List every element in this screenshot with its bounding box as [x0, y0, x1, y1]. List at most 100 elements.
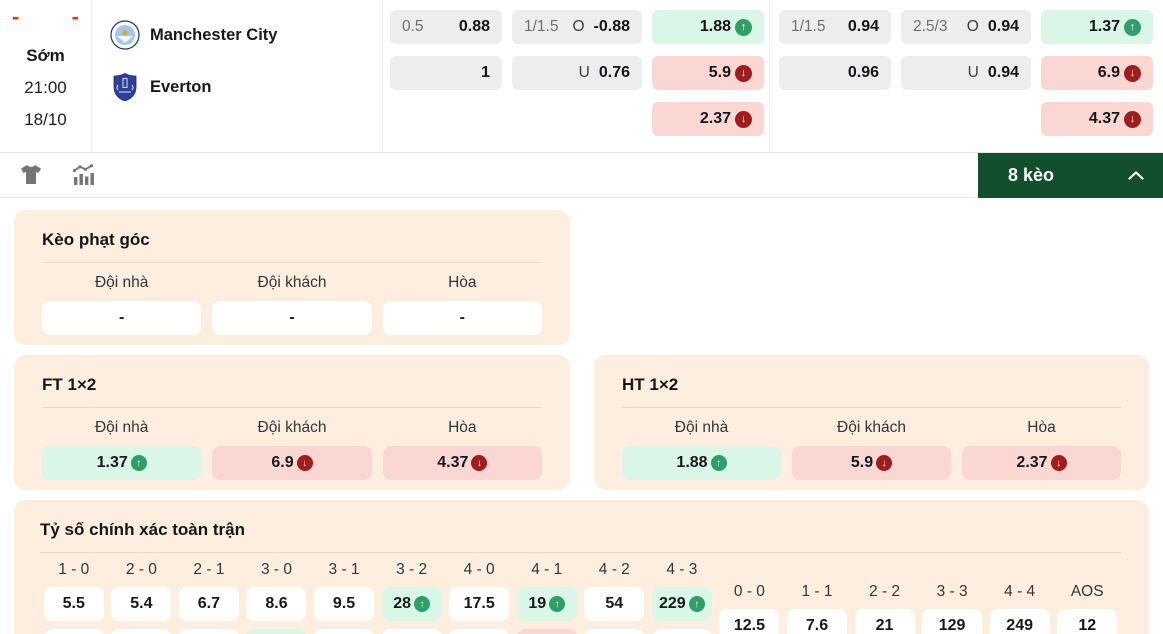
score-odds-cell-partial[interactable]	[111, 629, 172, 634]
score-odds-cell-partial[interactable]	[516, 629, 577, 634]
ft-draw-odds-cell[interactable]: 4.37 ↓	[382, 446, 542, 480]
arrow-up-icon: ↑	[735, 18, 752, 36]
ou-over-odds-cell[interactable]: 1/1.5 O -0.88	[512, 10, 642, 44]
score-odds-cell[interactable]: 229 ↑	[651, 587, 712, 621]
score-odds-cell[interactable]: 5.5	[43, 587, 104, 621]
odds-count-toggle-button[interactable]: 8 kèo	[978, 152, 1163, 198]
hdp-home-odds-cell[interactable]: 0.5 0.88	[390, 10, 502, 44]
handicap-line: 1/1.5	[791, 18, 826, 35]
draw-score-column: AOS 12	[1053, 581, 1121, 634]
ft-away-odds-cell[interactable]: 6.9 ↓	[212, 446, 372, 480]
corner-draw-odds-cell[interactable]: -	[382, 301, 542, 335]
ou-under-odds-cell[interactable]: U 0.94	[901, 56, 1031, 90]
score-odds-cell[interactable]: 5.4	[111, 587, 172, 621]
corner-home-odds-cell[interactable]: -	[42, 301, 202, 335]
hdp-away-odds-cell[interactable]: 1	[390, 56, 502, 90]
ht-draw-odds-cell[interactable]: 2.37 ↓	[962, 446, 1121, 480]
odds-value: 6.7	[197, 595, 221, 612]
score-odds-cell[interactable]: 21	[854, 609, 915, 634]
score-odds-cell-partial[interactable]	[449, 629, 510, 634]
score-odds-cell-partial[interactable]	[381, 629, 442, 634]
odds-value: 5.5	[62, 595, 85, 612]
ft-home-odds-cell[interactable]: 1.37 ↑	[42, 446, 202, 480]
correct-score-grid: 1 - 0 5.5 2 - 0 5.4 2 - 1 6.7 3 - 0 8.6 …	[40, 559, 1121, 634]
score-odds-cell[interactable]: 129	[922, 609, 983, 634]
odds-value: 0.76	[598, 64, 630, 81]
x12-home-odds-cell[interactable]: 1.88 ↑	[652, 10, 764, 44]
x12-draw-odds-cell[interactable]: 2.37 ↓	[652, 102, 764, 136]
under-label: U	[578, 64, 590, 81]
teams-column[interactable]: Manchester City Everton	[92, 0, 383, 152]
score-label: 2 - 2	[869, 583, 901, 600]
hdp-away-odds-cell[interactable]: 0.96	[779, 56, 891, 90]
divider	[40, 552, 1121, 553]
arrow-down-icon: ↓	[471, 455, 488, 471]
odds-stats-button[interactable]	[66, 158, 100, 192]
ht-away-odds-cell[interactable]: 5.9 ↓	[792, 446, 951, 480]
score-label: 2 - 0	[125, 561, 157, 578]
score-odds-cell[interactable]: 7.6	[786, 609, 847, 634]
score-column: 4 - 1 19 ↑	[513, 559, 581, 634]
score-odds-cell-partial[interactable]	[178, 629, 239, 634]
kickoff-date: 18/10	[24, 110, 67, 129]
ht-1x2-panel: HT 1×2 Đội nhà 1.88 ↑ Đội khách 5.9 ↓	[594, 355, 1149, 490]
score-odds-cell[interactable]: 6.7	[178, 587, 239, 621]
panel-title: HT 1×2	[622, 375, 679, 394]
score-odds-cell[interactable]: 17.5	[449, 587, 510, 621]
x12-away-odds-cell[interactable]: 6.9 ↓	[1041, 56, 1153, 90]
score-odds-cell[interactable]: 249	[989, 609, 1050, 634]
ou-under-odds-cell[interactable]: U 0.76	[512, 56, 642, 90]
everton-crest-icon	[113, 73, 137, 102]
score-odds-cell-partial[interactable]	[651, 629, 712, 634]
x12-home-odds-cell[interactable]: 1.37 ↑	[1041, 10, 1153, 44]
score-odds-cell[interactable]: 12	[1057, 609, 1118, 634]
hdp-home-odds-cell[interactable]: 1/1.5 0.94	[779, 10, 891, 44]
score-odds-cell[interactable]: 54	[584, 587, 645, 621]
odds-value: 0.94	[847, 18, 879, 35]
score-label: 3 - 3	[936, 583, 968, 600]
draw-column-label: Hòa	[448, 419, 477, 436]
draw-column-label: Hòa	[448, 274, 477, 291]
score-odds-cell[interactable]: 8.6	[246, 587, 307, 621]
score-odds-cell-partial[interactable]	[246, 629, 307, 634]
score-label: AOS	[1070, 583, 1104, 600]
score-label: 2 - 1	[193, 561, 225, 578]
divider	[42, 262, 542, 263]
ht-home-odds-cell[interactable]: 1.88 ↑	[622, 446, 781, 480]
arrow-down-icon: ↓	[1124, 110, 1141, 128]
over-label: O	[572, 18, 585, 35]
odds-value: 0.96	[847, 64, 879, 81]
odds-value: 2.37	[1016, 454, 1048, 471]
score-odds-cell[interactable]: 12.5	[719, 609, 780, 634]
ou-over-odds-cell[interactable]: 2.5/3 O 0.94	[901, 10, 1031, 44]
arrow-up-icon: ↑	[413, 596, 430, 612]
score-odds-cell[interactable]: 9.5	[314, 587, 375, 621]
divider	[42, 407, 542, 408]
jersey-button[interactable]	[14, 158, 48, 192]
corner-away-odds-cell[interactable]: -	[212, 301, 372, 335]
arrow-down-icon: ↓	[1050, 455, 1067, 471]
x12-draw-odds-cell[interactable]: 4.37 ↓	[1041, 102, 1153, 136]
odds-value: 12.5	[733, 617, 765, 634]
arrow-up-icon: ↑	[1124, 18, 1141, 36]
score-label: 3 - 0	[260, 561, 292, 578]
x12-away-odds-cell[interactable]: 5.9 ↓	[652, 56, 764, 90]
odds-group-2: 1/1.5 0.94 2.5/3 O 0.94 1.37 ↑ 0.96 U 0.94…	[770, 0, 1163, 152]
home-team-row[interactable]: Manchester City	[110, 18, 382, 52]
home-column-label: Đội nhà	[94, 419, 149, 436]
odds-value: 17.5	[463, 595, 495, 612]
score-odds-cell[interactable]: 28 ↑	[381, 587, 442, 621]
handicap-line: 0.5	[402, 18, 424, 35]
ft-1x2-panel: FT 1×2 Đội nhà 1.37 ↑ Đội khách 6.9 ↓	[14, 355, 570, 490]
match-toolbar: 8 kèo	[0, 152, 1163, 198]
score-label: 0 - 0	[733, 583, 765, 600]
arrow-up-icon: ↑	[710, 455, 727, 471]
draw-column-label: Hòa	[1027, 419, 1056, 436]
score-odds-cell[interactable]: 19 ↑	[516, 587, 577, 621]
score-odds-cell-partial[interactable]	[314, 629, 375, 634]
score-odds-cell-partial[interactable]	[584, 629, 645, 634]
score-odds-cell-partial[interactable]	[43, 629, 104, 634]
match-time-column: - - Sớm 21:00 18/10	[0, 0, 92, 152]
away-team-row[interactable]: Everton	[110, 70, 382, 104]
chevron-up-icon	[1128, 170, 1144, 180]
